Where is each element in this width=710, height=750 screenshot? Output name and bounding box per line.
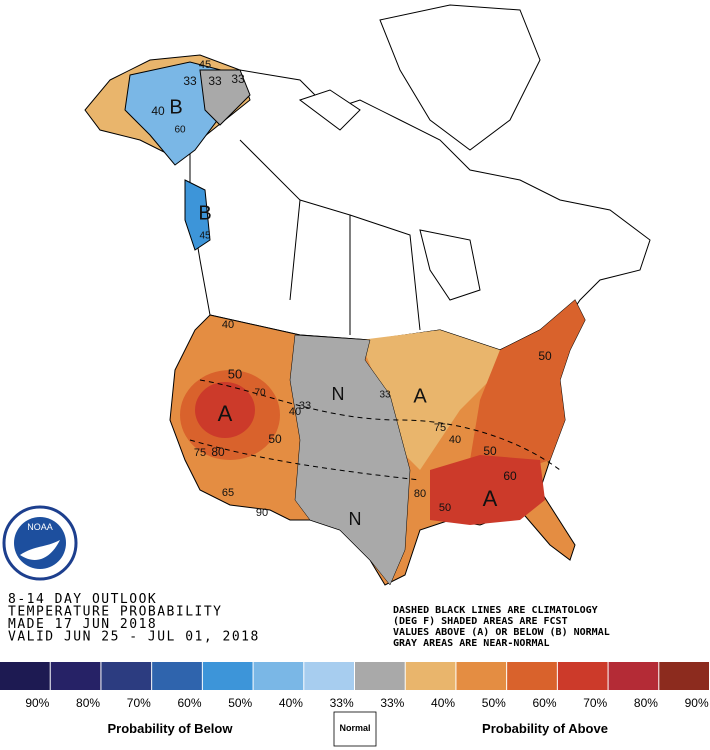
legend-divider: [333, 711, 377, 747]
legend-swatch: [101, 662, 152, 690]
logo-text: NOAA: [27, 522, 53, 532]
legend-label: 70%: [583, 696, 607, 710]
legend-swatch: [456, 662, 507, 690]
legend-swatch: [0, 662, 50, 690]
near-normal: [289, 334, 411, 586]
map-label: 75: [434, 422, 446, 434]
map-label: 33: [208, 74, 222, 88]
note-line: GRAY AREAS ARE NEAR-NORMAL: [393, 638, 550, 649]
legend-label: 90%: [685, 696, 709, 710]
legend-swatch: [557, 662, 608, 690]
legend-swatch: [355, 662, 405, 690]
west-above-core: [195, 382, 255, 438]
map-label: 33: [299, 400, 311, 412]
map-label: A: [413, 385, 427, 407]
legend-label: 80%: [634, 696, 658, 710]
legend-swatch: [202, 662, 253, 690]
legend-swatch: [507, 662, 557, 690]
map-label: 80: [414, 488, 426, 500]
climatology-line: [189, 379, 561, 481]
map-label: 33: [183, 74, 197, 88]
map-label: B: [198, 202, 211, 224]
map-label: A: [218, 401, 233, 426]
legend-swatch: [608, 662, 659, 690]
map-label: 65: [222, 487, 234, 499]
outlook-line: 8-14 DAY OUTLOOK: [8, 592, 157, 607]
legend-label: 80%: [76, 696, 100, 710]
map-label: B: [169, 96, 182, 118]
note-line: VALUES ABOVE (A) OR BELOW (B) NORMAL: [393, 627, 610, 638]
noaa-logo-bird: [20, 540, 60, 560]
outlook-line: TEMPERATURE PROBABILITY: [8, 605, 223, 620]
legend-swatch: [405, 662, 456, 690]
legend-label: 90%: [25, 696, 49, 710]
map-label: 90: [256, 507, 268, 519]
legend-above: Probability of Above: [482, 721, 608, 736]
legend-label: 33%: [380, 696, 404, 710]
legend-swatch: [50, 662, 101, 690]
map-label: 80: [211, 445, 225, 459]
legend-normal: Normal: [339, 723, 370, 733]
legend-below: Probability of Below: [108, 721, 234, 736]
east-above: [470, 300, 585, 470]
map-label: 50: [538, 349, 552, 363]
map-label: 50: [439, 502, 451, 514]
map-label: 40: [449, 434, 461, 446]
base-map: [189, 4, 651, 351]
outlook-line: VALID JUN 25 - JUL 01, 2018: [8, 630, 260, 645]
legend-swatch: [152, 662, 202, 690]
map-label: 40: [151, 104, 165, 118]
note-line: DASHED BLACK LINES ARE CLIMATOLOGY: [393, 605, 598, 616]
legend-label: 40%: [431, 696, 455, 710]
map-label: 40: [222, 319, 234, 331]
map-label: 50: [268, 432, 282, 446]
note-line: (DEG F) SHADED AREAS ARE FCST: [393, 616, 568, 627]
map-label: N: [332, 384, 345, 404]
map-label: 60: [503, 469, 517, 483]
map-label: 45: [199, 59, 211, 71]
map-label: 50: [483, 444, 497, 458]
legend-swatch: [304, 662, 354, 690]
map-label: 33: [379, 390, 391, 401]
panhandle-below: [184, 179, 211, 251]
map-label: 40: [289, 406, 301, 418]
legend-label: 40%: [279, 696, 303, 710]
legend-swatch: [253, 662, 304, 690]
map-label: 33: [231, 72, 245, 86]
legend-label: 70%: [127, 696, 151, 710]
outlook-line: MADE 17 JUN 2018: [8, 617, 157, 632]
map-label: A: [483, 486, 498, 511]
southeast-above: [430, 455, 545, 525]
legend-label: 60%: [532, 696, 556, 710]
map-label: N: [349, 509, 362, 529]
legend-swatch: [659, 662, 709, 690]
map-label: 45: [199, 231, 211, 242]
legend-label: 50%: [228, 696, 252, 710]
map-label: 50: [228, 366, 242, 381]
map-label: 75: [194, 447, 206, 459]
alaska-normal: [199, 69, 251, 126]
legend-label: 50%: [482, 696, 506, 710]
map-label: 60: [174, 125, 186, 136]
map-label: 70: [254, 388, 266, 399]
legend-label: 33%: [330, 696, 354, 710]
legend-label: 60%: [177, 696, 201, 710]
